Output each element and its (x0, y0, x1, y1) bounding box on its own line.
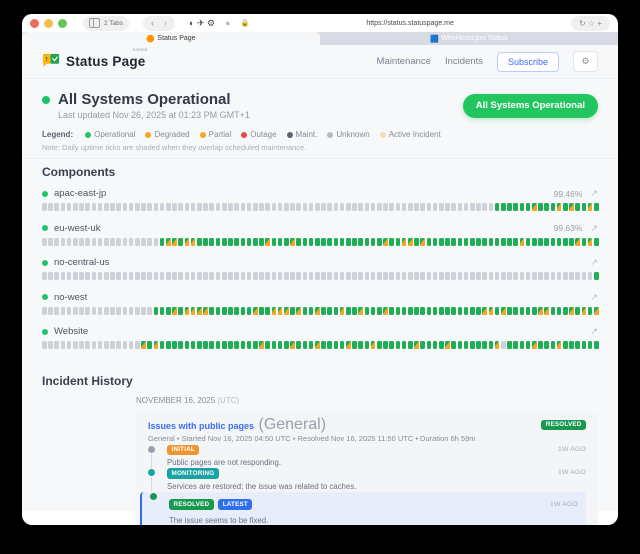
svg-text:!: ! (46, 57, 48, 63)
